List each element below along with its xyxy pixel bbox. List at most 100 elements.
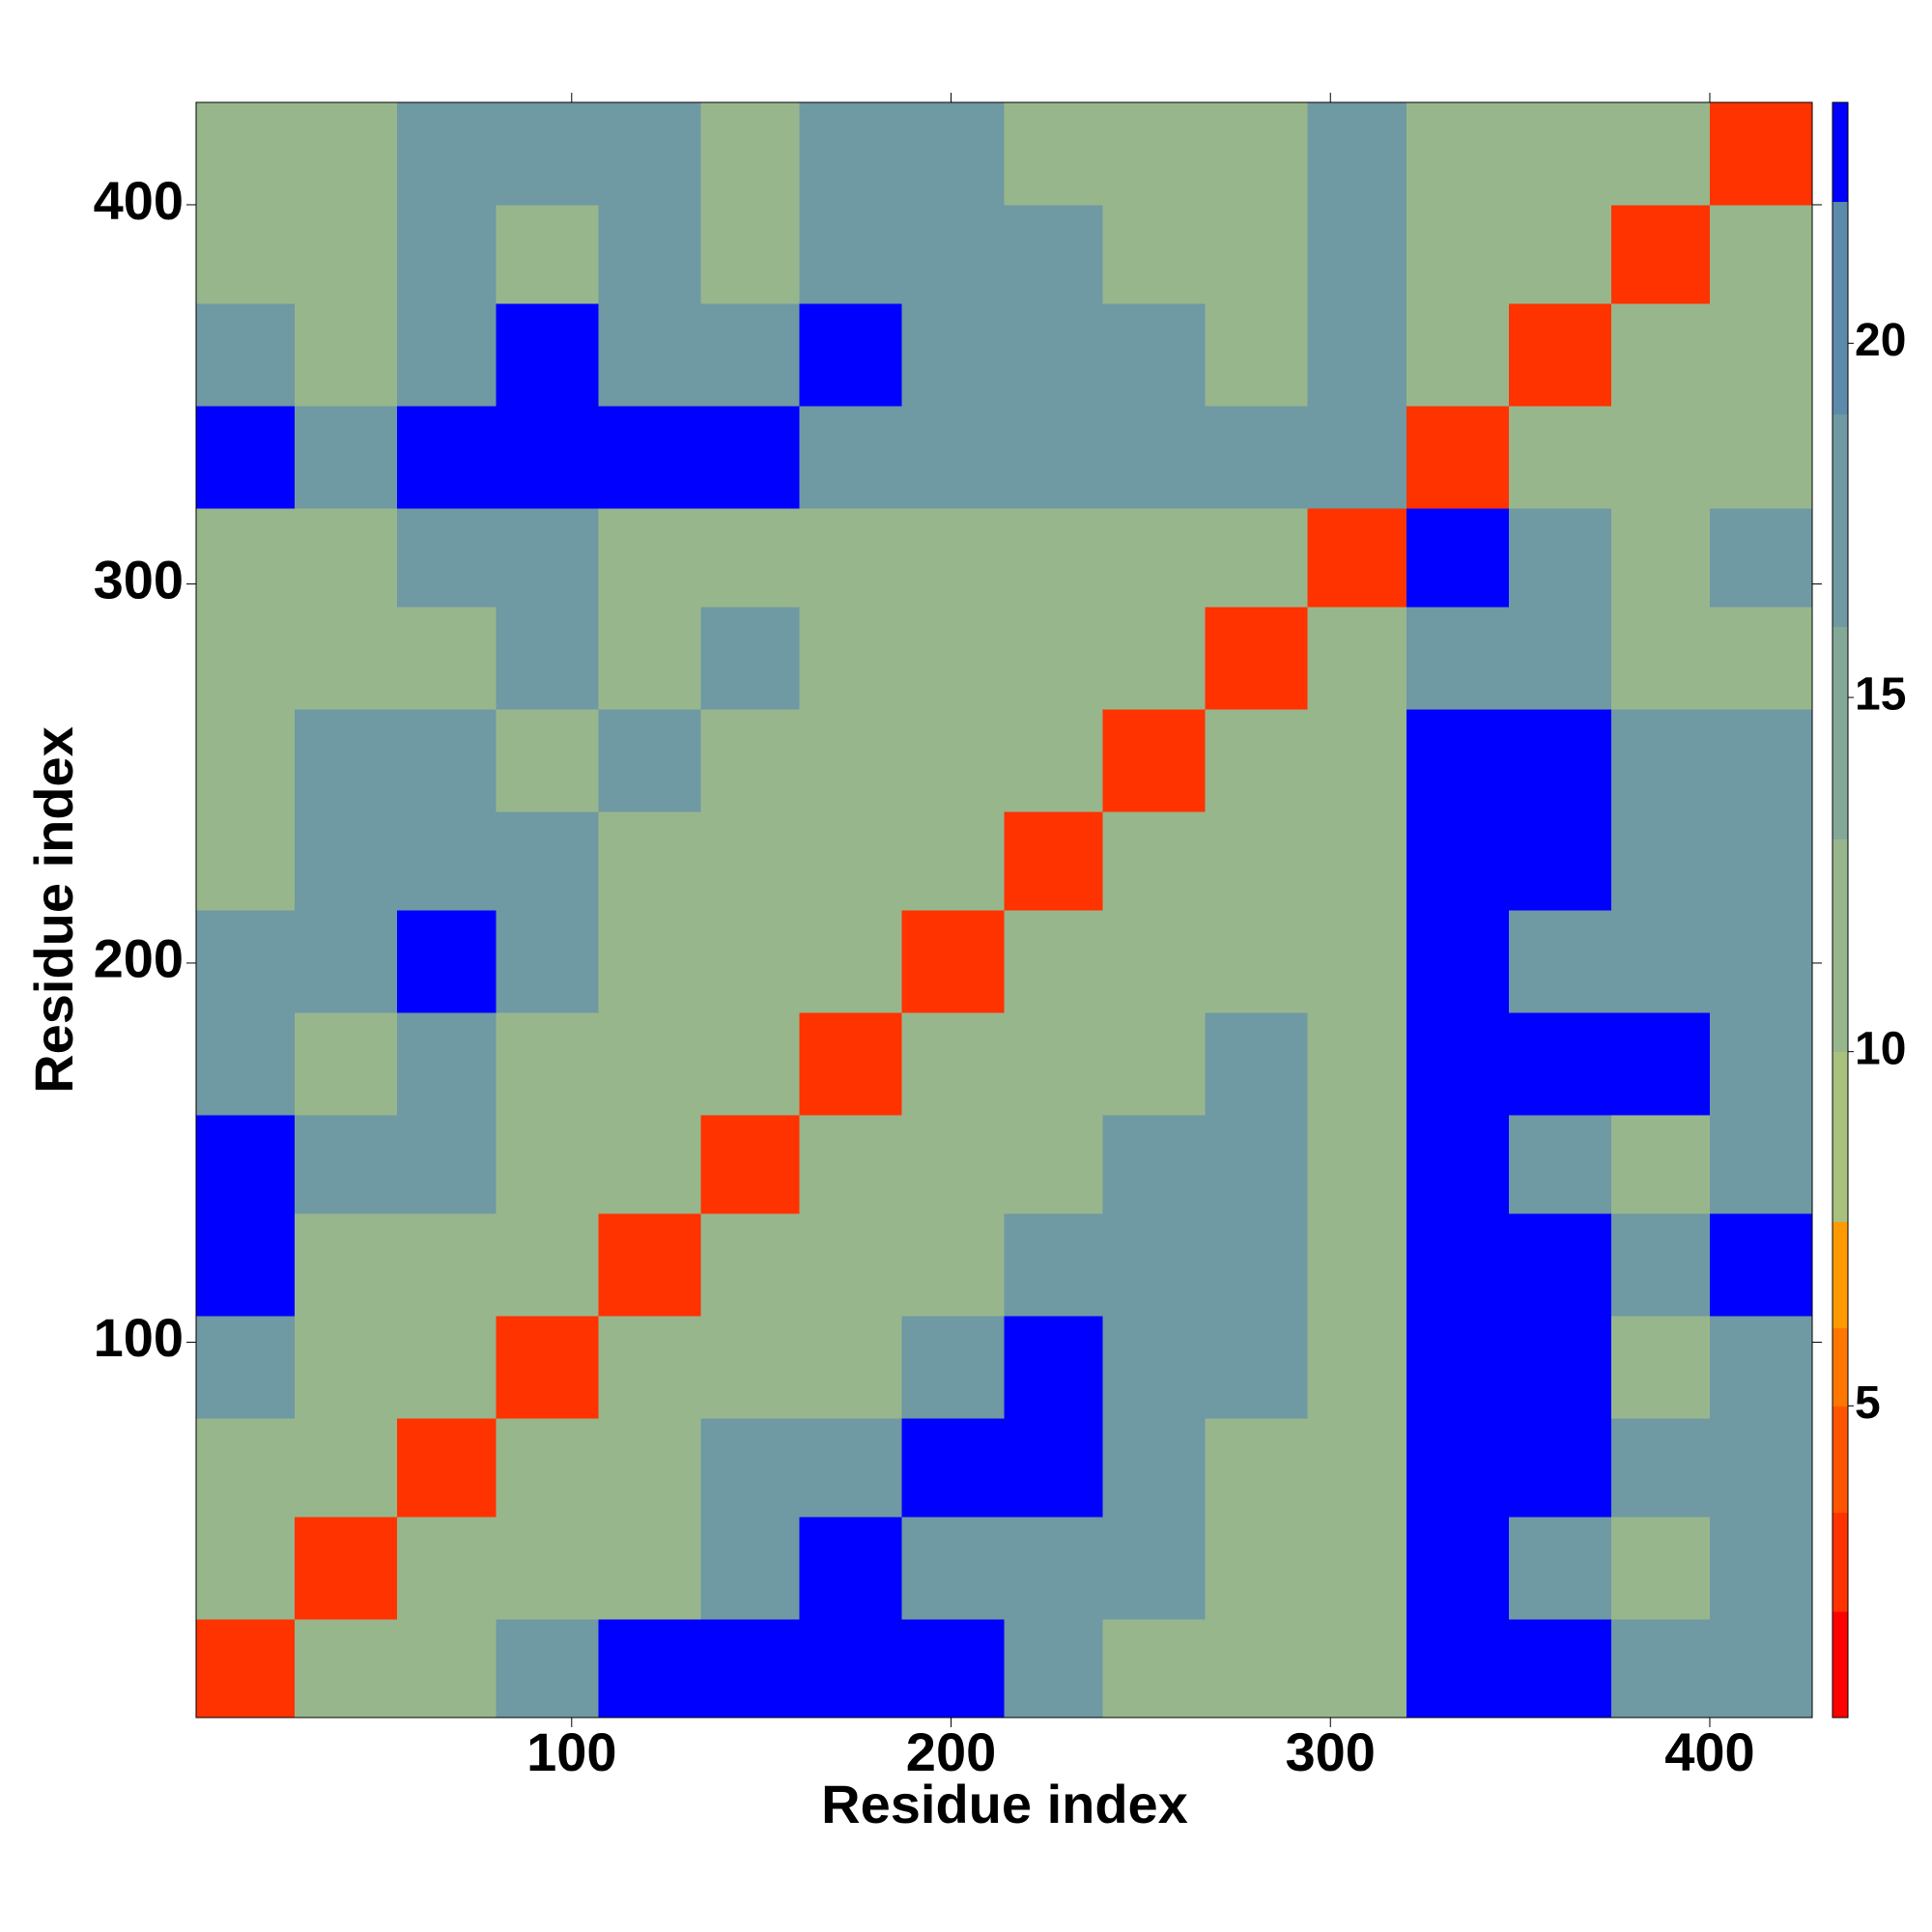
heatmap-cell [700,204,800,304]
heatmap-cell [1004,1618,1104,1719]
heatmap-cell [1406,1417,1510,1518]
heatmap-cell [799,1618,902,1719]
heatmap-cell [1406,607,1510,710]
heatmap-cell [1406,1315,1510,1419]
heatmap-cell [598,810,701,911]
x-tick-label: 100 [526,1721,616,1782]
heatmap-cell [1508,810,1612,911]
heatmap-cell [1406,810,1510,911]
heatmap-cell [1610,507,1711,608]
colorbar-segment [1833,1327,1848,1406]
heatmap-cell [700,607,800,710]
heatmap-cell [700,1315,800,1419]
heatmap-cell [1610,204,1711,304]
colorbar-segment [1833,1512,1848,1612]
heatmap-cell [1307,1315,1407,1419]
heatmap-cell [1508,405,1612,509]
heatmap-cell [1307,405,1407,509]
plot-frame [195,101,1813,1719]
heatmap-cell [496,507,599,608]
heatmap-cell [1406,1011,1510,1116]
heatmap-cell [1610,1516,1711,1620]
heatmap-cell [1307,102,1407,206]
heatmap-cell [496,1011,599,1116]
heatmap-cell [700,1417,800,1518]
heatmap-cell [1205,1516,1309,1620]
heatmap-cell [1709,810,1813,911]
heatmap-cell [799,1417,902,1518]
heatmap-cell [1102,204,1207,304]
heatmap-cell [1610,405,1711,509]
heatmap-cell [1205,1315,1309,1419]
heatmap-cell [1102,1315,1207,1419]
heatmap-cell [1004,708,1104,812]
heatmap-cell [295,405,398,509]
heatmap-cell [1307,1011,1407,1116]
heatmap-cell [496,708,599,812]
heatmap-cell [700,303,800,407]
heatmap-cell [295,1114,398,1214]
heatmap-cell [196,910,296,1013]
heatmap-cell [1508,507,1612,608]
heatmap-cell [700,1011,800,1116]
x-tick-label: 300 [1286,1721,1376,1782]
heatmap-cell [397,1618,497,1719]
heatmap-cell [1205,810,1309,911]
colorbar-segment [1833,1221,1848,1329]
heatmap-cell [1406,910,1510,1013]
heatmap-cell [799,910,902,1013]
y-axis-label: Residue index [23,726,84,1094]
colorbar-segment [1833,1051,1848,1223]
heatmap-cell [799,405,902,509]
heatmap-cell [1205,204,1309,304]
heatmap-cell [295,910,398,1013]
heatmap-cell [397,810,497,911]
heatmap-cell [496,1417,599,1518]
heatmap-cell [901,1516,1005,1620]
heatmap-cell [1004,303,1104,407]
colorbar-tick-label: 20 [1855,315,1906,366]
heatmap-cell [1406,405,1510,509]
heatmap-cell [1508,1516,1612,1620]
heatmap-cell [799,102,902,206]
y-tick-label: 300 [94,549,184,610]
heatmap-cell [1102,708,1207,812]
heatmap-cell [1004,1011,1104,1116]
heatmap-cell [397,1315,497,1419]
heatmap-cell [1709,507,1813,608]
heatmap-cell [598,102,701,206]
heatmap-cell [1508,708,1612,812]
heatmap-cell [196,1417,296,1518]
heatmap [196,102,1813,1719]
heatmap-cell [799,810,902,911]
heatmap-cell [1709,910,1813,1013]
heatmap-cell [397,1516,497,1620]
heatmap-cell [1307,303,1407,407]
heatmap-cell [496,910,599,1013]
heatmap-cell [1102,405,1207,509]
heatmap-cell [1508,910,1612,1013]
x-tick-label: 200 [906,1721,996,1782]
heatmap-cell [1610,1011,1711,1116]
heatmap-cell [1102,1618,1207,1719]
heatmap-cell [700,507,800,608]
heatmap-cell [598,507,701,608]
heatmap-cell [1709,405,1813,509]
heatmap-cell [1205,1417,1309,1518]
heatmap-cell [1508,1315,1612,1419]
heatmap-cell [1004,1212,1104,1317]
heatmap-cell [1508,204,1612,304]
heatmap-cell [1004,507,1104,608]
colorbar-segment [1833,1406,1848,1513]
heatmap-cell [799,507,902,608]
heatmap-cell [700,405,800,509]
heatmap-cell [1709,1516,1813,1620]
heatmap-cell [1205,507,1309,608]
heatmap-cell [295,810,398,911]
heatmap-cell [397,1114,497,1214]
heatmap-cell [196,204,296,304]
heatmap-cell [1205,405,1309,509]
colorbar-segment [1833,1611,1848,1719]
heatmap-cell [397,405,497,509]
